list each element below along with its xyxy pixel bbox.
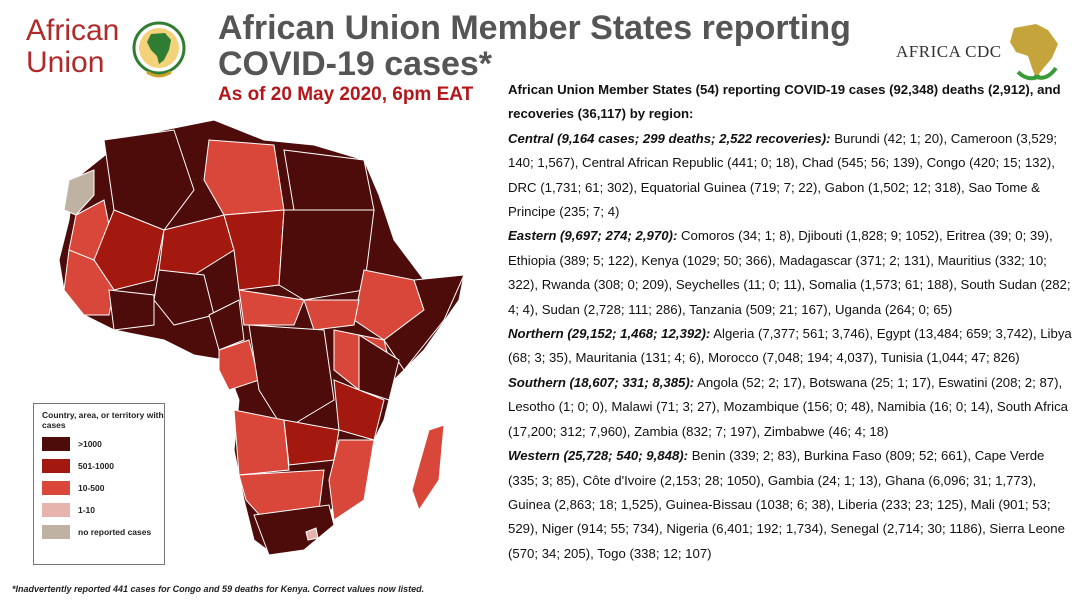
region-somalia: [383, 274, 465, 371]
region-south-sudan: [303, 299, 360, 331]
region-countries: Benin (339; 2; 83), Burkina Faso (809; 5…: [508, 448, 1065, 561]
region-label: Southern (18,607; 331; 8,385):: [508, 374, 695, 390]
africa-map: [58, 119, 465, 556]
region-angola: [233, 409, 290, 476]
africa-cdc-logo: AFRICA CDC: [896, 20, 1066, 90]
region-south-africa: [253, 504, 335, 556]
region-label: Eastern (9,697; 274; 2,970):: [508, 228, 678, 244]
page-title: African Union Member States reporting CO…: [218, 9, 851, 83]
region-countries: Angola (52; 2; 17), Botswana (25; 1; 17)…: [508, 374, 1069, 439]
au-logo-word-african: African: [26, 14, 120, 47]
region-label: Western (25,728; 540; 9,848):: [508, 448, 689, 464]
region-mali: [93, 209, 165, 291]
au-logo-word-union: Union: [26, 46, 105, 79]
legend-label: no reported cases: [78, 527, 152, 537]
legend-label: 10-500: [78, 483, 105, 493]
africa-silhouette-icon: [1010, 24, 1058, 81]
as-of-date: As of 20 May 2020, 6pm EAT: [218, 84, 474, 105]
region-label: Northern (29,152; 1,468; 12,392):: [508, 326, 711, 342]
region-countries: Algeria (7,377; 561; 3,746), Egypt (13,4…: [508, 326, 1072, 366]
region-madagascar: [411, 424, 445, 512]
legend-swatch: [42, 481, 70, 495]
legend-label: 1-10: [78, 505, 96, 515]
region-niger: [158, 214, 235, 276]
region-central: Central (9,164 cases; 299 deaths; 2,522 …: [508, 127, 1074, 225]
region-western: Western (25,728; 540; 9,848): Benin (339…: [508, 444, 1074, 566]
region-countries: Comoros (34; 1; 8), Djibouti (1,828; 9; …: [508, 228, 1071, 317]
legend-swatch: [42, 503, 70, 517]
legend-label: 501-1000: [78, 461, 114, 471]
region-sudan: [278, 209, 375, 301]
legend-item: 10-500: [42, 480, 164, 496]
region-countries: Burundi (42; 1; 20), Cameroon (3,529; 14…: [508, 130, 1058, 220]
region-kenya: [358, 334, 400, 401]
african-union-logo: African Union: [26, 14, 186, 84]
region-label: Central (9,164 cases; 299 deaths; 2,522 …: [508, 130, 831, 146]
au-emblem-icon: [132, 21, 186, 78]
region-summary: African Union Member States (54) reporti…: [508, 78, 1074, 566]
legend-swatch: [42, 437, 70, 451]
legend-item: 501-1000: [42, 458, 164, 474]
region-west-sahara: [63, 169, 95, 216]
legend-item: 1-10: [42, 502, 164, 518]
region-west-coast: [63, 249, 115, 316]
legend-label: >1000: [78, 439, 102, 449]
region-drc: [248, 324, 335, 431]
region-eastern: Eastern (9,697; 274; 2,970): Comoros (34…: [508, 224, 1074, 322]
region-chad: [223, 209, 285, 291]
region-northern: Northern (29,152; 1,468; 12,392): Algeri…: [508, 322, 1074, 371]
region-nigeria: [153, 269, 215, 326]
cdc-logo-text: AFRICA CDC: [896, 42, 1002, 61]
region-algeria: [103, 129, 195, 231]
region-southern: Southern (18,607; 331; 8,385): Angola (5…: [508, 371, 1074, 444]
legend-item: no reported cases: [42, 524, 164, 540]
region-lesotho: [305, 527, 319, 541]
region-mozambique: [328, 439, 375, 521]
legend-title: Country, area, or territory with cases: [42, 410, 164, 430]
footnote: *Inadvertently reported 441 cases for Co…: [12, 584, 425, 594]
legend-item: >1000: [42, 436, 164, 452]
region-ghana-ci: [108, 289, 155, 331]
legend-swatch: [42, 525, 70, 539]
legend-swatch: [42, 459, 70, 473]
region-cameroon: [208, 299, 245, 351]
summary-intro: African Union Member States (54) reporti…: [508, 82, 1061, 122]
map-legend: Country, area, or territory with cases >…: [33, 403, 165, 565]
region-gabon-congo: [218, 339, 260, 391]
region-car: [238, 289, 305, 326]
